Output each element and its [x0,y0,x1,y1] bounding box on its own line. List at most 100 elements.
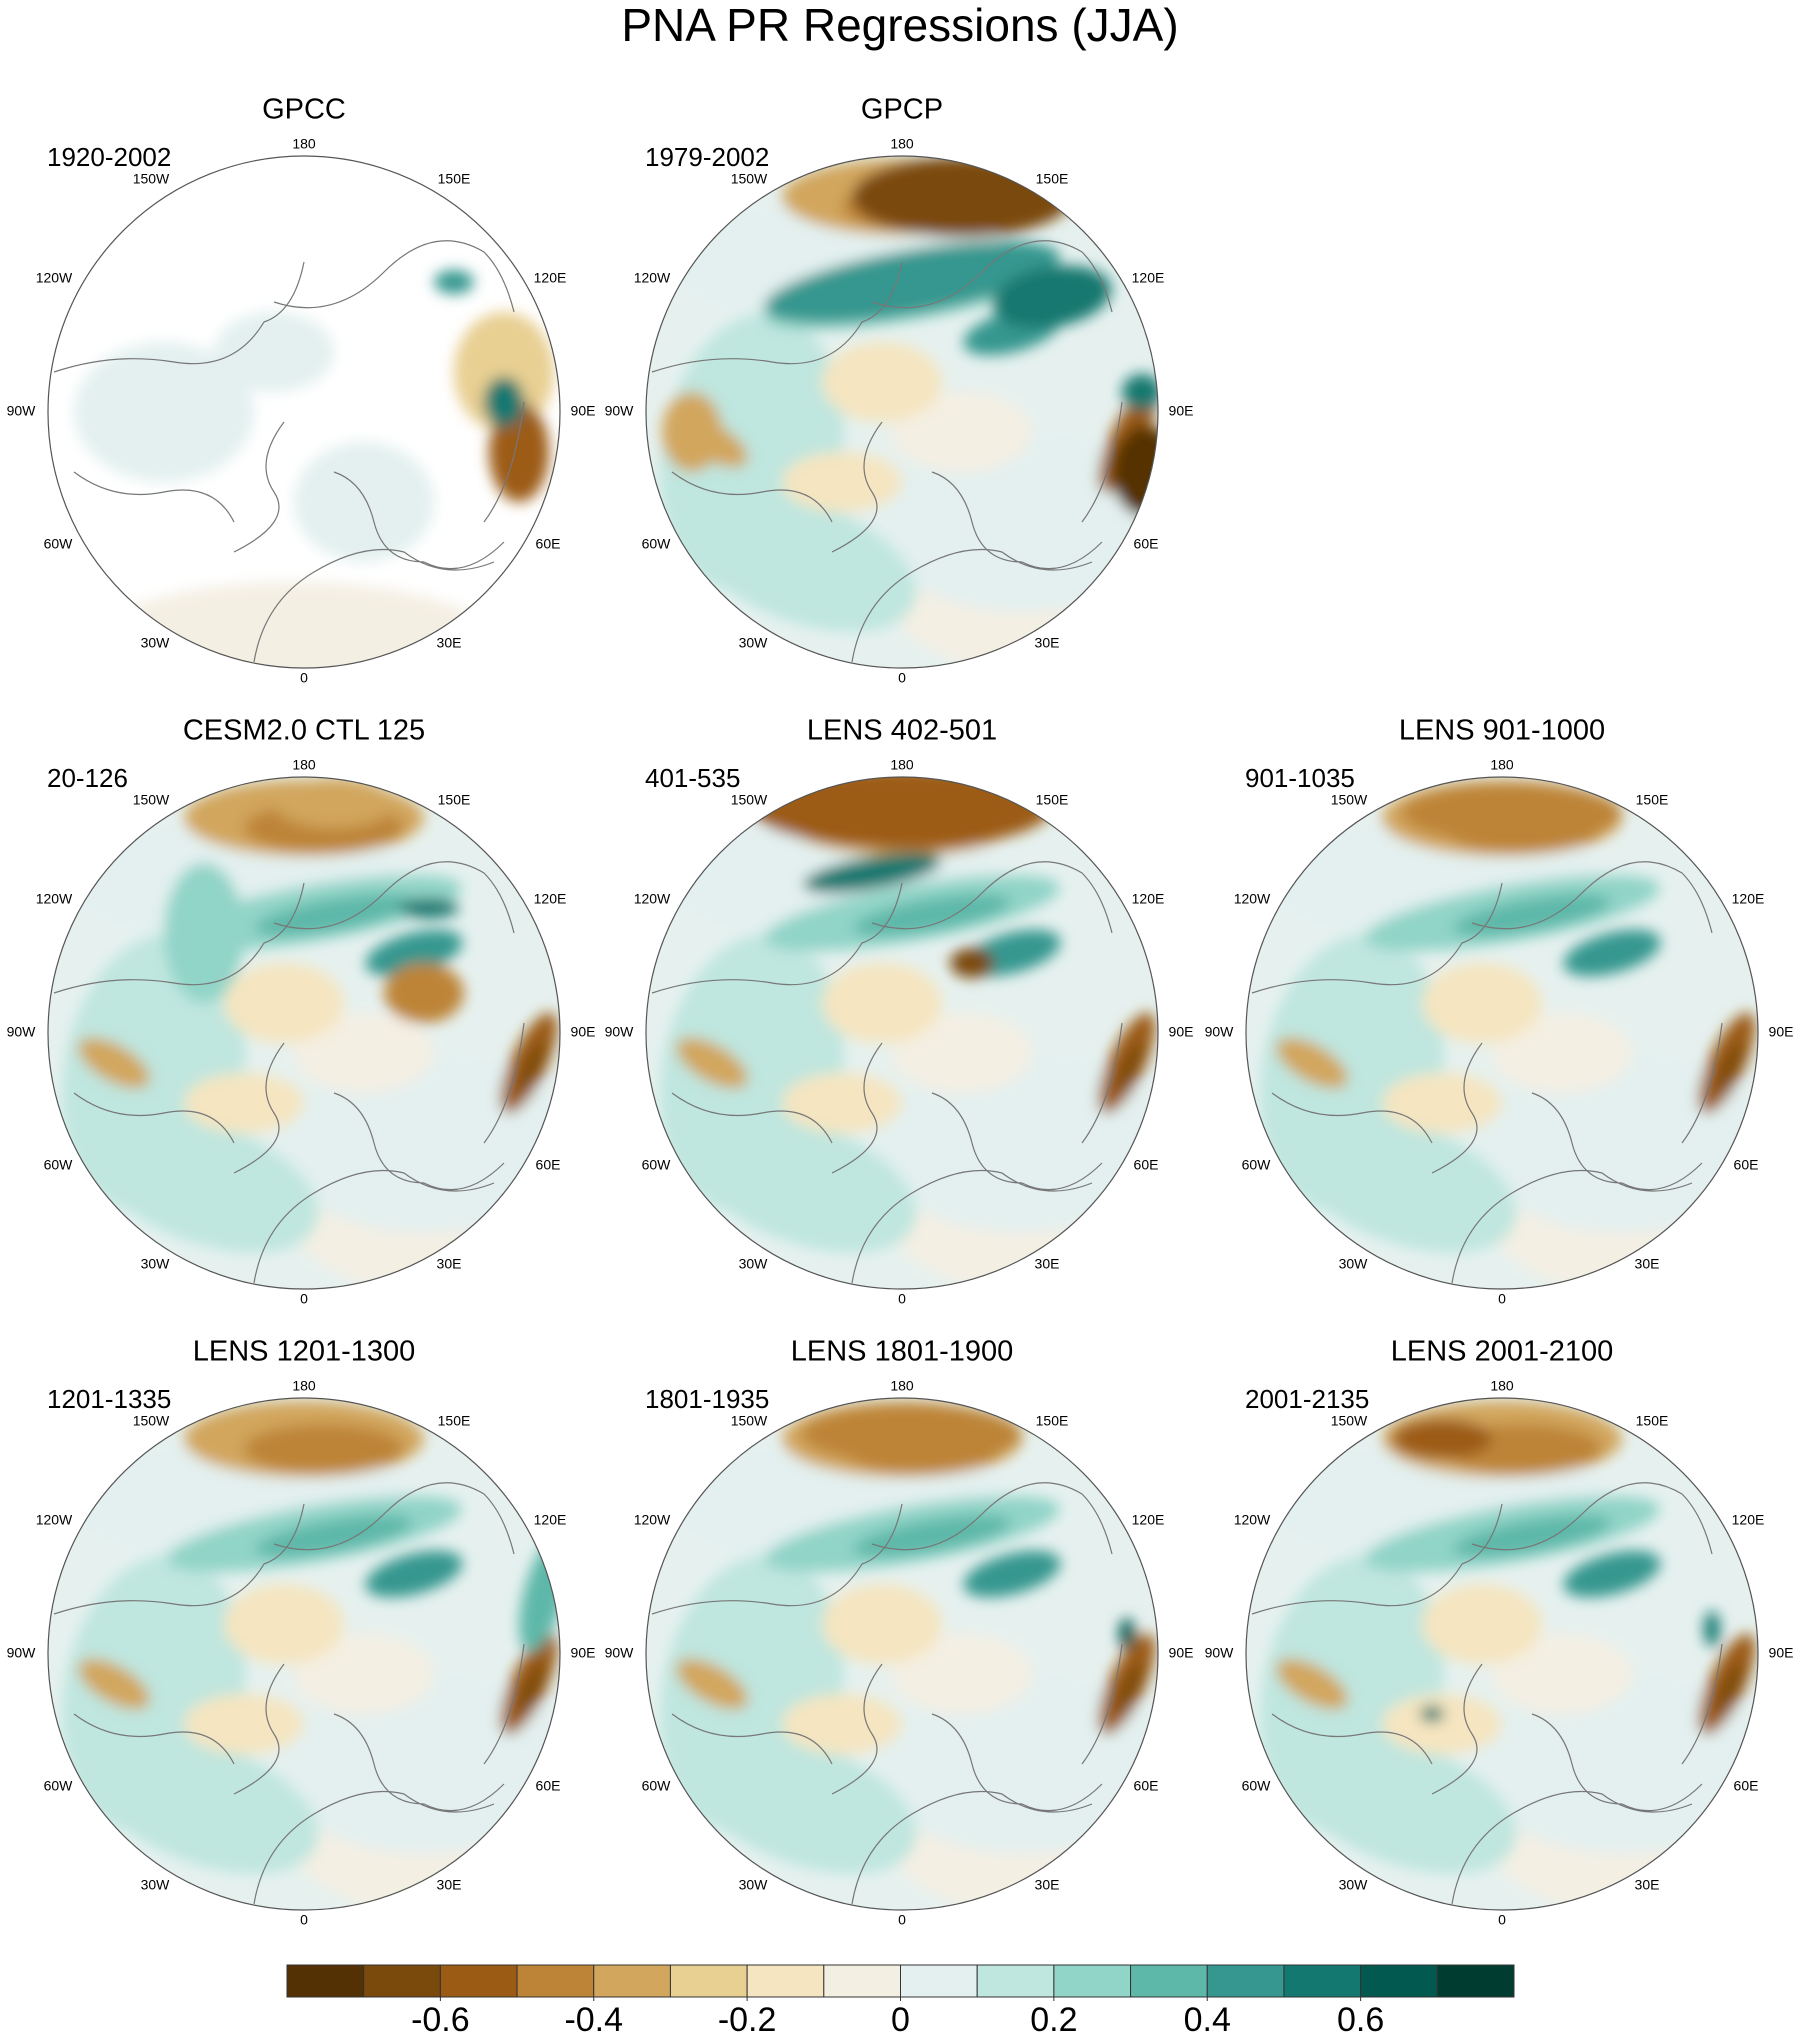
colorbar-box [363,1964,441,1998]
field-blob [255,1514,413,1558]
field-blob [764,241,1060,323]
longitude-label: 90E [1769,1645,1794,1661]
field-blob [782,1073,902,1133]
field-blob [802,1404,1022,1464]
longitude-label: 60W [642,536,672,552]
longitude-label: 120E [534,1512,567,1528]
field-blob [1402,783,1622,843]
field-blob [679,1119,785,1187]
panel-title: LENS 2001-2100 [1391,1336,1614,1368]
field-blob [1472,1674,1758,1854]
longitude-label: 150E [438,792,471,808]
longitude-label: 60E [1134,1778,1159,1794]
field-blob [872,1053,1158,1233]
field-blob [853,1514,1011,1558]
field-blob [274,1674,560,1854]
field-blob [78,1037,150,1089]
panel-period: 1801-1935 [645,1384,769,1414]
map-panel: LENS 1201-1300 1201-1335 180 150E 120E 90E 60E… [7,1336,596,1928]
colorbar-box [1283,1964,1362,1998]
colorbar-box [439,1964,518,1998]
longitude-label: 150W [731,792,768,808]
map-border [47,1397,561,1911]
longitude-label: 0 [898,670,906,686]
longitude-label: 30E [437,1256,462,1272]
colorbar-box [286,1964,365,1998]
longitude-label: 30E [1035,1877,1060,1893]
panel-title: LENS 402-501 [807,715,997,747]
longitude-label: 30W [739,1877,769,1893]
longitude-label: 30W [1339,1877,1369,1893]
field-blob [78,1658,150,1710]
field-blob [1563,1550,1661,1598]
longitude-label: 120W [36,891,73,907]
field-blob [94,582,494,668]
longitude-label: 150E [1636,1413,1669,1429]
colorbar-box [516,1964,595,1998]
panel-period: 2001-2135 [1245,1384,1369,1414]
field-blob [1453,1514,1611,1558]
colorbar-box [976,1964,1055,1998]
field-blob [484,377,524,427]
longitude-label: 120E [1732,891,1765,907]
coastline [651,240,1123,663]
field-blob [872,432,1158,612]
colorbar-box [1360,1964,1438,1998]
longitude-label: 150E [1036,1413,1069,1429]
longitude-label: 60E [536,1157,561,1173]
panel-period: 1979-2002 [645,142,769,172]
longitude-label: 90E [571,1024,596,1040]
field [48,777,560,1289]
panel-title: LENS 1201-1300 [193,1336,416,1368]
longitude-label: 180 [1490,757,1514,773]
field-blob [164,863,244,1003]
longitude-label: 180 [890,1378,914,1394]
longitude-label: 60W [1242,1778,1272,1794]
colorbar-tick-label: -0.6 [411,2001,470,2039]
panel-title: GPCC [262,94,346,126]
longitude-label: 150E [1036,171,1069,187]
field-blob [274,778,394,828]
longitude-label: 120E [534,891,567,907]
longitude-label: 180 [292,136,316,152]
field-blob [1392,1419,1492,1459]
field-blob [853,893,1011,937]
longitude-label: 180 [1490,1378,1514,1394]
longitude-label: 30E [1035,1256,1060,1272]
longitude-label: 180 [890,136,914,152]
coastline [1251,861,1723,1284]
longitude-label: 60E [536,536,561,552]
longitude-label: 60W [642,1157,672,1173]
colorbar-box [1206,1964,1285,1998]
field-blob [244,1424,404,1474]
field-blob [803,853,941,893]
longitude-label: 150E [438,171,471,187]
field-blob [892,392,1032,472]
longitude-label: 120E [1132,1512,1165,1528]
map-border [1245,1397,1759,1911]
field-blob [676,1658,748,1710]
longitude-label: 30W [739,1256,769,1272]
longitude-label: 0 [1498,1912,1506,1928]
figure-title: PNA PR Regressions (JJA) [621,0,1178,51]
field-blob [662,392,722,472]
field-blob [822,342,942,422]
colorbar-tick-label: -0.2 [718,2001,777,2039]
field-blob [782,1694,902,1754]
longitude-label: 120E [1132,270,1165,286]
field-blob [384,963,464,1023]
field-blob [852,157,1072,237]
map-panel: LENS 1801-1900 1801-1935 180 150E 120E 90E 60E… [605,1336,1194,1928]
panel-period: 1201-1335 [47,1384,171,1414]
field [1246,1398,1758,1910]
coastline [1251,1482,1723,1905]
coastline [53,1482,525,1905]
field-blob [518,1663,546,1715]
field-blob [963,1550,1061,1598]
field-blob [822,1584,942,1664]
field [1246,777,1758,1289]
panel-period: 901-1035 [1245,763,1355,793]
panel-period: 20-126 [47,763,128,793]
colorbar-tick-label: 0.6 [1337,2001,1384,2039]
